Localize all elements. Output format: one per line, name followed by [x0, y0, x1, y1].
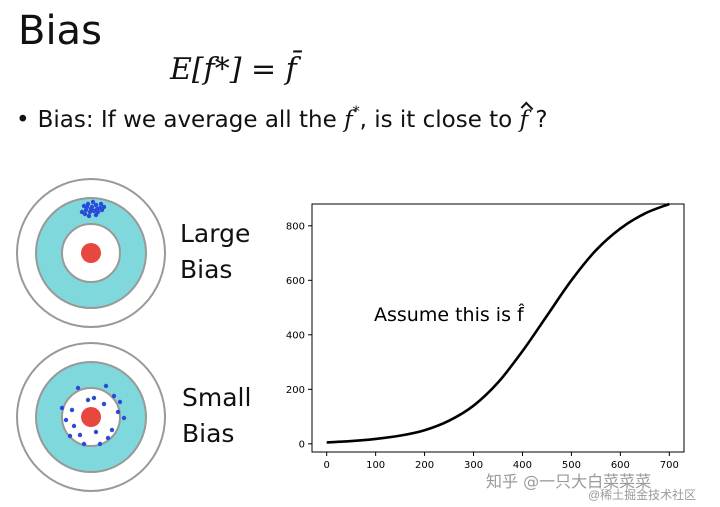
- bullseye: [81, 243, 101, 263]
- bullet-text-suffix: ?: [528, 107, 548, 133]
- dot: [88, 206, 94, 212]
- dot: [85, 397, 91, 403]
- small-bias-label: Small Bias: [182, 383, 252, 448]
- dot-scatter: [59, 383, 127, 447]
- watermark-secondary: @稀土掘金技术社区: [588, 488, 697, 502]
- dot: [98, 201, 104, 207]
- dot: [69, 407, 75, 413]
- target-large-bias: [16, 178, 166, 328]
- dot: [105, 435, 111, 441]
- dot: [94, 206, 100, 212]
- x-tick-label: 400: [513, 460, 532, 471]
- x-tick-label: 700: [660, 460, 679, 471]
- watermark: 知乎 @一只大白菜菜菜: [486, 472, 652, 491]
- large-bias-label: Large Bias: [180, 219, 251, 284]
- dot: [101, 401, 107, 407]
- bias-bullet: • Bias: If we average all the f*, is it c…: [16, 104, 548, 133]
- x-tick-label: 100: [366, 460, 385, 471]
- dot: [101, 204, 107, 210]
- y-tick-label: 800: [286, 221, 305, 232]
- dot: [67, 433, 73, 439]
- dot: [93, 202, 99, 208]
- plot-frame: [311, 203, 685, 453]
- f-hat-symbol: f: [519, 107, 529, 133]
- dot: [90, 199, 96, 205]
- dot: [117, 399, 123, 405]
- curve-annotation: Assume this is f̂: [374, 304, 525, 326]
- dot: [81, 441, 87, 447]
- dot: [103, 383, 109, 389]
- dot: [82, 211, 88, 217]
- x-tick-label: 0: [323, 460, 329, 471]
- dot: [63, 417, 69, 423]
- dot-cluster: [79, 199, 107, 219]
- dot: [75, 385, 81, 391]
- slide-title: Bias: [18, 8, 102, 54]
- dot: [86, 213, 92, 219]
- dot: [91, 395, 97, 401]
- dot: [59, 405, 65, 411]
- y-tick-label: 0: [299, 439, 305, 450]
- bullet-text-prefix: Bias: If we average all the: [37, 107, 345, 133]
- f-hat-chart: 0 100 200 300 400 500 600 700 0 200 400 600 800 Assum…: [286, 202, 685, 471]
- y-tick-label: 400: [286, 330, 305, 341]
- target-small-bias: [16, 342, 166, 492]
- dot: [93, 429, 99, 435]
- bullet-text-middle: , is it close to: [359, 107, 520, 133]
- dot: [121, 415, 127, 421]
- f-star-symbol: f*: [344, 104, 360, 133]
- dot: [84, 204, 90, 210]
- dot: [77, 432, 83, 438]
- bullet-dot: •: [16, 107, 30, 133]
- y-tick-label: 600: [286, 276, 305, 287]
- x-tick-label: 600: [611, 460, 630, 471]
- dot: [111, 393, 117, 399]
- x-tick-label: 200: [415, 460, 434, 471]
- dot: [97, 441, 103, 447]
- x-tick-label: 500: [562, 460, 581, 471]
- dot: [109, 427, 115, 433]
- x-tick-label: 300: [464, 460, 483, 471]
- dot: [115, 409, 121, 415]
- y-tick-label: 200: [286, 385, 305, 396]
- bullseye: [81, 407, 101, 427]
- dot: [93, 212, 99, 218]
- f-hat-curve: [326, 202, 670, 444]
- dot: [71, 423, 77, 429]
- expectation-formula: E[f*] = f̄: [170, 52, 297, 87]
